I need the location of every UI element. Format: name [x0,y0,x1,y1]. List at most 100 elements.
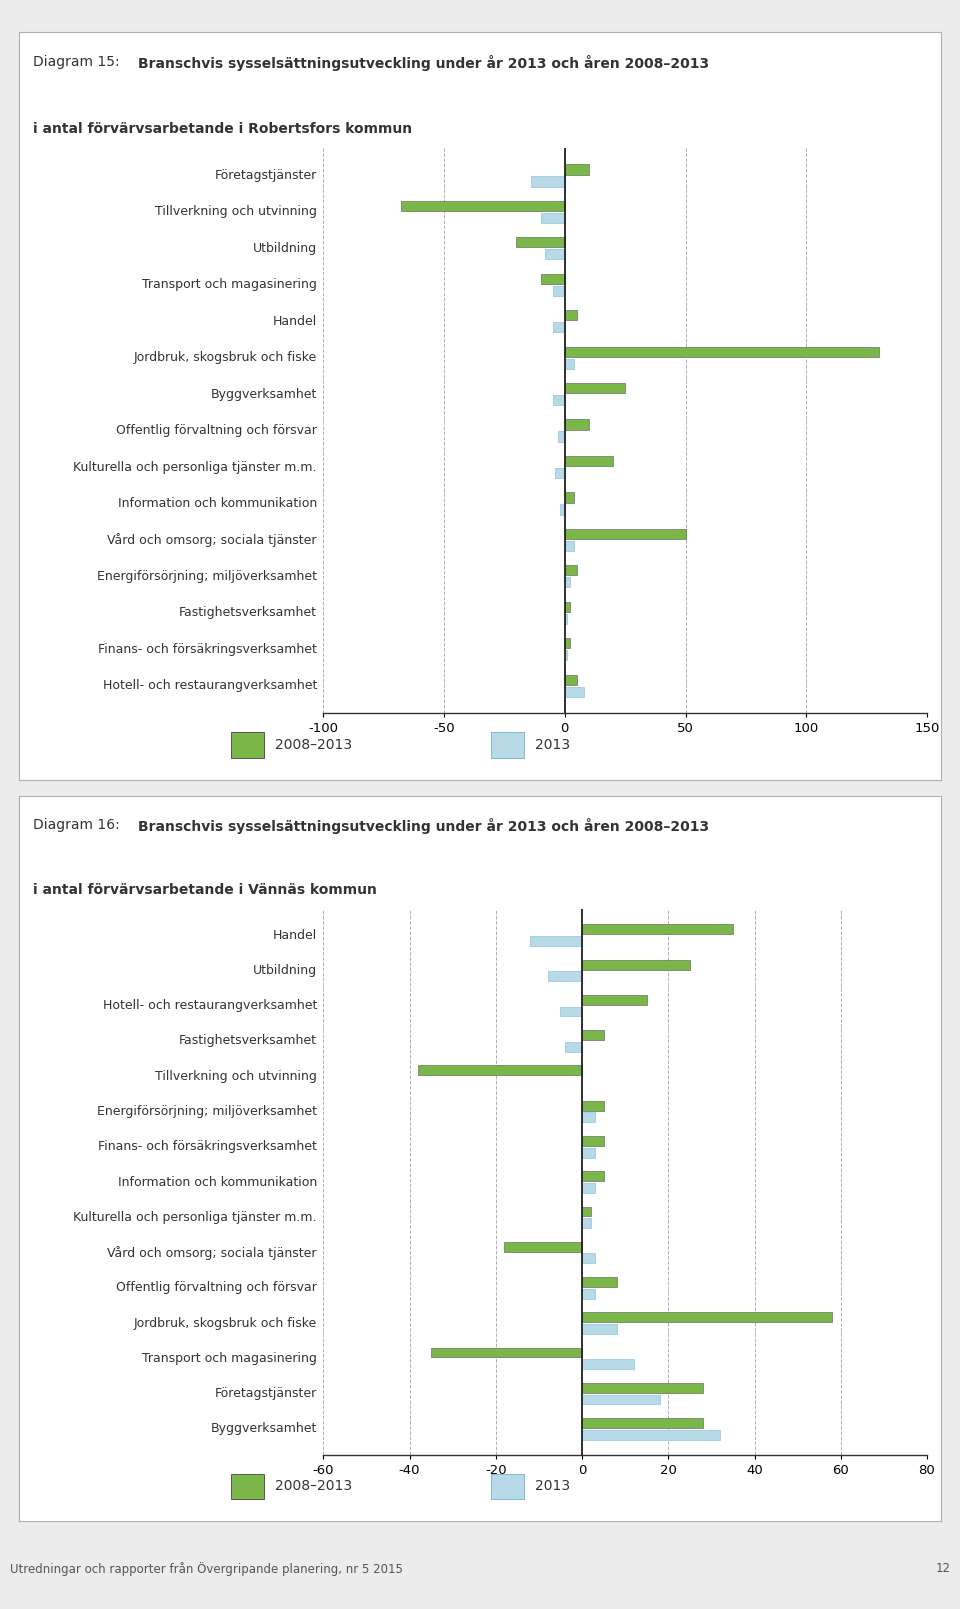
Text: Jordbruk, skogsbruk och fiske: Jordbruk, skogsbruk och fiske [133,1316,317,1329]
Text: Transport och magasinering: Transport och magasinering [142,1352,317,1364]
Bar [555,468,564,478]
Bar [564,687,584,697]
Text: Vård och omsorg; sociala tjänster: Vård och omsorg; sociala tjänster [108,1245,317,1260]
Text: Hotell- och restaurangverksamhet: Hotell- och restaurangverksamhet [103,679,317,692]
Bar [564,639,569,648]
Text: Byggverksamhet: Byggverksamhet [210,1422,317,1435]
Text: Diagram 16:: Diagram 16: [33,819,129,832]
Text: 2008–2013: 2008–2013 [276,1479,352,1493]
Bar [561,1007,582,1017]
Bar [564,164,588,174]
Bar [560,504,564,515]
Text: Tillverkning och utvinning: Tillverkning och utvinning [155,206,317,219]
Text: Fastighetsverksamhet: Fastighetsverksamhet [179,1035,317,1047]
Text: 2013: 2013 [536,1479,570,1493]
Bar [419,1065,582,1075]
Bar [582,1278,616,1287]
Bar [564,420,588,430]
Bar [231,732,264,758]
Bar [558,431,564,442]
Bar [564,578,569,587]
Text: Energiförsörjning; miljöverksamhet: Energiförsörjning; miljöverksamhet [97,570,317,582]
Text: Företagstjänster: Företagstjänster [215,169,317,182]
Bar [553,286,564,296]
Text: Fastighetsverksamhet: Fastighetsverksamhet [179,607,317,619]
Text: Information och kommunikation: Information och kommunikation [118,497,317,510]
Text: Tillverkning och utvinning: Tillverkning och utvinning [155,1070,317,1083]
Bar [504,1242,582,1252]
Text: 12: 12 [935,1562,950,1575]
Bar [582,925,732,935]
Text: Branschvis sysselsättningsutveckling under år 2013 och åren 2008–2013: Branschvis sysselsättningsutveckling und… [138,55,709,71]
Text: Kulturella och personliga tjänster m.m.: Kulturella och personliga tjänster m.m. [73,460,317,473]
Text: Offentlig förvaltning och försvar: Offentlig förvaltning och försvar [116,1281,317,1294]
Bar [564,311,577,320]
Bar [582,1147,595,1157]
Bar [564,541,574,550]
Bar [540,212,564,224]
Bar [400,201,564,211]
Text: Finans- och försäkringsverksamhet: Finans- och försäkringsverksamhet [98,642,317,656]
Bar [582,1207,590,1216]
Bar [582,1101,604,1110]
Bar [564,346,878,357]
Text: Diagram 15:: Diagram 15: [33,55,129,69]
Bar [545,249,564,259]
Bar [531,177,564,187]
Bar [564,359,574,368]
Bar [582,1289,595,1298]
Bar [516,237,564,248]
Bar [582,1136,604,1146]
Bar [564,613,567,624]
Bar [564,492,574,502]
Text: Jordbruk, skogsbruk och fiske: Jordbruk, skogsbruk och fiske [133,351,317,364]
Bar [564,455,613,467]
Bar [492,1474,524,1498]
Text: Handel: Handel [273,928,317,941]
Text: Byggverksamhet: Byggverksamhet [210,388,317,401]
Bar [564,383,625,393]
Text: Kulturella och personliga tjänster m.m.: Kulturella och personliga tjänster m.m. [73,1212,317,1224]
Bar [582,1430,720,1440]
Bar [564,674,577,685]
Bar [564,650,567,660]
Text: Utredningar och rapporter från Övergripande planering, nr 5 2015: Utredningar och rapporter från Övergripa… [10,1562,402,1575]
Bar [582,959,690,970]
Text: Finans- och försäkringsverksamhet: Finans- och försäkringsverksamhet [98,1141,317,1154]
Bar [564,1041,582,1052]
Bar [582,1112,595,1121]
Bar [582,1418,703,1429]
Bar [231,1474,264,1498]
Text: i antal förvärvsarbetande i Robertsfors kommun: i antal förvärvsarbetande i Robertsfors … [33,122,412,137]
Text: Utbildning: Utbildning [252,241,317,254]
Bar [564,602,569,611]
Bar [582,1360,634,1369]
Text: Energiförsörjning; miljöverksamhet: Energiförsörjning; miljöverksamhet [97,1105,317,1118]
Text: 2008–2013: 2008–2013 [276,739,352,751]
Bar [547,972,582,981]
Bar [582,1218,590,1228]
Text: Information och kommunikation: Information och kommunikation [118,1176,317,1189]
Text: Transport och magasinering: Transport och magasinering [142,278,317,291]
Bar [582,1313,832,1323]
Bar [582,1030,604,1039]
Bar [582,1395,660,1405]
Text: Företagstjänster: Företagstjänster [215,1387,317,1400]
Bar [564,565,577,576]
Bar [530,936,582,946]
Text: Handel: Handel [273,315,317,328]
Bar [564,529,685,539]
Bar [582,1382,703,1393]
Bar [553,396,564,405]
Bar [553,322,564,333]
Text: Branschvis sysselsättningsutveckling under år 2013 och åren 2008–2013: Branschvis sysselsättningsutveckling und… [138,819,709,833]
Bar [582,994,647,1004]
Text: 2013: 2013 [536,739,570,751]
Bar [582,1171,604,1181]
Bar [582,1253,595,1263]
Bar [492,732,524,758]
Text: Offentlig förvaltning och försvar: Offentlig förvaltning och försvar [116,425,317,438]
Bar [540,274,564,283]
Bar [431,1348,582,1358]
Text: i antal förvärvsarbetande i Vännäs kommun: i antal förvärvsarbetande i Vännäs kommu… [33,883,377,898]
